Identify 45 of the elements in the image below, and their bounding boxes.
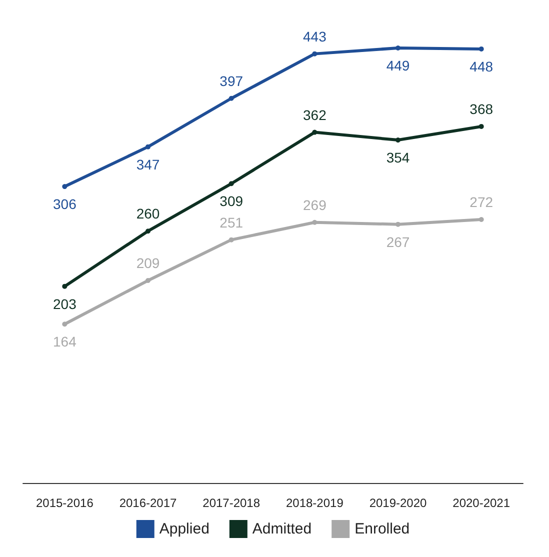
data-label: 251	[220, 214, 244, 230]
data-label: 164	[52, 334, 77, 350]
point	[62, 184, 68, 190]
data-label: 448	[470, 58, 494, 74]
legend-label: Enrolled	[354, 520, 410, 538]
data-label: 449	[386, 58, 410, 74]
point	[396, 138, 400, 143]
point	[478, 124, 484, 129]
data-label: 267	[386, 234, 410, 250]
point	[228, 181, 234, 186]
point	[146, 144, 150, 150]
data-label: 443	[302, 28, 327, 44]
point	[478, 216, 484, 222]
data-label: 309	[220, 193, 244, 210]
x-tick-label: 2020-2021	[452, 496, 510, 510]
data-label: 347	[136, 156, 160, 172]
x-tick-label: 2017-2018	[202, 496, 260, 510]
legend-label: Admitted	[252, 520, 312, 538]
data-label: 209	[136, 255, 160, 272]
point	[146, 278, 150, 284]
data-label: 362	[302, 106, 327, 123]
data-label: 203	[52, 296, 77, 312]
point	[312, 130, 318, 135]
x-tick-label: 2018-2019	[286, 496, 344, 510]
legend-label: Applied	[159, 520, 210, 538]
data-label: 269	[302, 196, 327, 213]
point	[62, 284, 68, 289]
point	[312, 220, 318, 225]
x-tick-label: 2016-2017	[119, 496, 178, 510]
point	[396, 46, 400, 50]
point	[396, 222, 400, 227]
data-label: 397	[220, 72, 244, 89]
point	[62, 322, 68, 327]
data-label: 368	[470, 100, 494, 117]
point	[312, 51, 318, 56]
point	[228, 96, 234, 101]
point	[478, 46, 484, 52]
x-tick-label: 2019-2020	[369, 496, 428, 510]
point	[228, 237, 234, 242]
data-label: 260	[136, 206, 160, 222]
data-label: 354	[386, 150, 410, 166]
point	[146, 228, 150, 234]
x-tick-label: 2015-2016	[36, 496, 94, 510]
data-label: 306	[52, 196, 77, 212]
data-label: 272	[470, 194, 494, 210]
